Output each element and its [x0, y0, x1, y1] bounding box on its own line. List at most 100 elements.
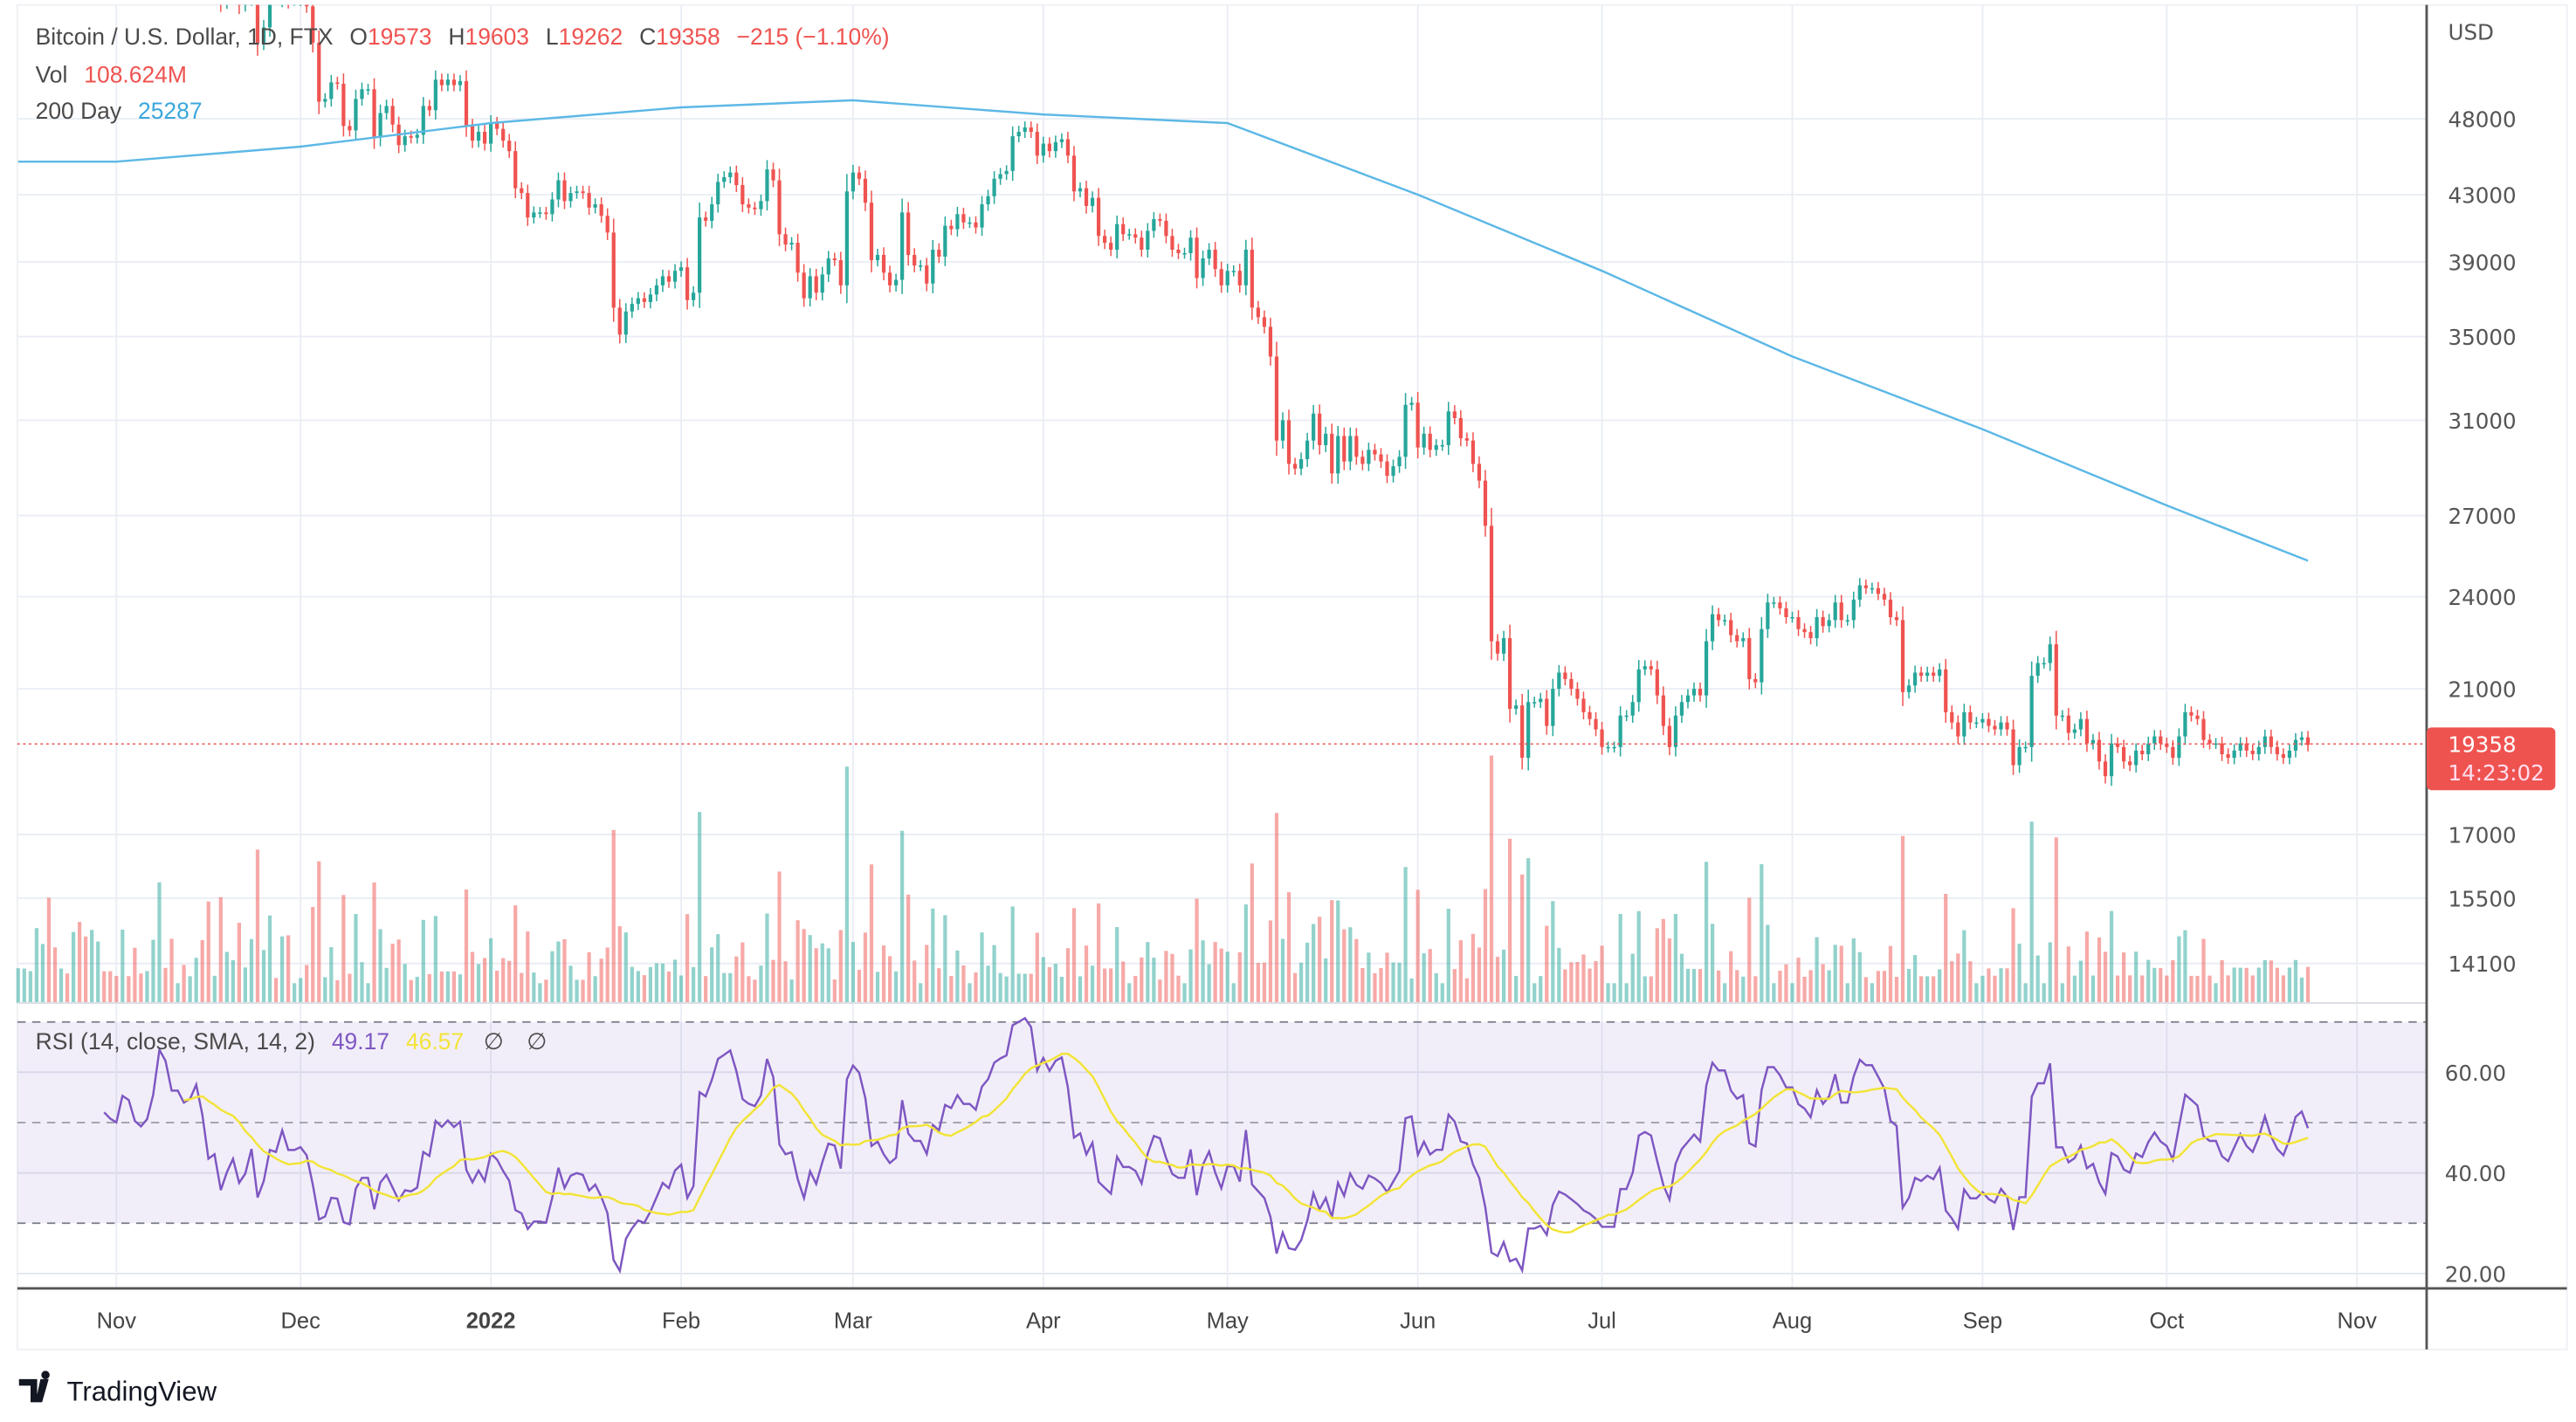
volume-bar — [390, 944, 395, 1003]
candle-body — [562, 180, 567, 202]
volume-bar — [305, 965, 309, 1003]
price-candles[interactable] — [17, 0, 2311, 787]
volume-bar — [1016, 973, 1021, 1003]
candle-body — [1373, 450, 1377, 455]
volume-bar — [759, 965, 763, 1003]
candle-body — [666, 276, 672, 282]
volume-bar — [2293, 959, 2298, 1003]
volume-bar — [2256, 967, 2261, 1003]
candle-body — [1882, 594, 1887, 600]
volume-bar — [114, 975, 119, 1003]
volume-bar — [2152, 967, 2157, 1003]
volume-bar — [2090, 975, 2096, 1003]
candle-body — [1870, 587, 1874, 590]
time-tick-label: Jun — [1400, 1309, 1436, 1333]
ma200-legend[interactable]: 200 Day 25287 — [36, 98, 203, 124]
volume-bar — [1084, 945, 1089, 1003]
volume-bar — [980, 932, 984, 1003]
candle-body — [875, 255, 880, 261]
price-tick-label: 31000 — [2449, 409, 2517, 434]
price-axis[interactable]: 48000 43000 39000 35000 31000 27000 24000 21000… — [2449, 107, 2517, 978]
volume-bar — [520, 972, 524, 1003]
candle-body — [538, 212, 542, 214]
candle-body — [2128, 761, 2132, 766]
volume-bar — [1649, 976, 1653, 1003]
volume-bar — [1987, 968, 1991, 1003]
candle-body — [1133, 234, 1138, 238]
volume-bar — [1409, 978, 1414, 1003]
volume-bar — [1023, 973, 1027, 1003]
candle-body — [1704, 641, 1709, 696]
volume-bar — [2146, 959, 2151, 1003]
candle-body — [403, 136, 407, 146]
rsi-legend[interactable]: RSI (14, close, SMA, 14, 2) 49.17 46.57 ∅ ∅ — [36, 1028, 548, 1054]
candle-body — [2017, 746, 2022, 766]
candle-body — [1649, 666, 1653, 670]
candle-body — [1679, 702, 1684, 716]
rsi-axis[interactable]: 60.00 40.00 20.00 — [2445, 1061, 2506, 1288]
volume-bar — [605, 947, 610, 1003]
tradingview-logo-icon — [18, 1370, 50, 1403]
volume-bar — [1636, 910, 1641, 1003]
candle-body — [2226, 753, 2230, 759]
volume-bar — [1906, 969, 1911, 1003]
volume-bar — [317, 861, 321, 1003]
candle-body — [2287, 750, 2292, 759]
volume-bar — [1446, 908, 1450, 1003]
candle-body — [2066, 715, 2070, 733]
candle-body — [575, 191, 579, 194]
volume-bar — [961, 965, 966, 1003]
volume-bar — [1551, 901, 1555, 1003]
volume-bar — [1802, 976, 1807, 1003]
volume-bar — [299, 978, 303, 1003]
volume-bar — [587, 951, 591, 1003]
chart-legend-ohlc: Bitcoin / U.S. Dollar, 1D, FTX O19573 H196… — [36, 24, 890, 50]
candle-body — [2214, 743, 2218, 745]
volume-bar — [765, 913, 769, 1003]
volume-bar — [998, 972, 1002, 1003]
volume-bar — [1974, 983, 1979, 1003]
volume-bar — [2035, 955, 2040, 1003]
candle-body — [1956, 722, 1960, 737]
candle-body — [1422, 433, 1426, 448]
volume-bar — [2183, 930, 2187, 1003]
volume-bar — [1495, 957, 1500, 1003]
volume-bar — [249, 938, 254, 1003]
volume-bar — [1723, 983, 1727, 1003]
candle-body — [1164, 220, 1168, 237]
volume-bar — [783, 961, 788, 1003]
candle-body — [1188, 237, 1193, 254]
price-tick-label: 14100 — [2449, 951, 2517, 977]
volume-bar — [1268, 920, 1273, 1003]
volume-bar — [2165, 975, 2169, 1003]
candle-body — [1999, 722, 2003, 730]
candle-body — [943, 225, 947, 258]
volume-bar — [1698, 969, 1703, 1003]
candle-body — [887, 272, 892, 285]
volume-bar — [1324, 958, 1328, 1003]
candle-body — [378, 113, 382, 138]
volume-bar — [108, 971, 113, 1003]
candle-body — [2232, 750, 2236, 759]
candle-body — [728, 172, 733, 178]
volume-bar — [802, 929, 806, 1003]
volume-bar — [1845, 983, 1849, 1003]
volume-bar — [1422, 953, 1426, 1003]
volume-bar — [2115, 975, 2120, 1003]
tradingview-logo[interactable]: TradingView — [18, 1370, 217, 1406]
candle-body — [1403, 404, 1408, 457]
time-axis[interactable]: Nov Dec 2022 Feb Mar Apr May Jun Jul Aug Sep Oct Nov — [97, 1309, 2378, 1333]
volume-bar — [1821, 964, 1825, 1003]
candle-body — [992, 178, 996, 196]
volume-bar — [919, 983, 923, 1003]
candle-body — [2084, 718, 2090, 744]
volume-bar — [1507, 838, 1512, 1003]
candle-body — [335, 82, 340, 84]
candle-body — [1434, 444, 1438, 450]
volume-bar — [1176, 975, 1181, 1003]
volume-bar — [1772, 983, 1776, 1003]
volume-bar — [1661, 918, 1665, 1003]
candle-body — [495, 123, 499, 129]
candle-body — [1010, 136, 1015, 171]
